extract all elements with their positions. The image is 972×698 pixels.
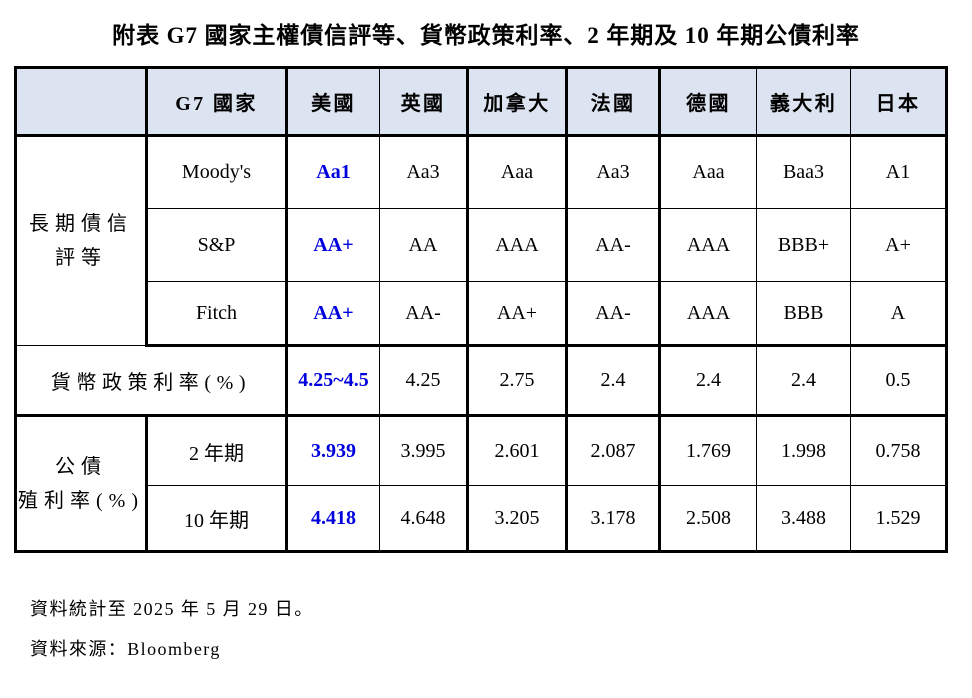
yield-10y-row: 10 年期 4.418 4.648 3.205 3.178 2.508 3.48… [16, 485, 947, 552]
rating-section-label-line1: 長期債信 [29, 213, 133, 235]
header-country-japan: 日本 [850, 67, 947, 137]
yield-cell-us: 4.418 [286, 485, 380, 552]
rating-cell-japan: A [850, 281, 947, 347]
yield-cell-germany: 1.769 [659, 415, 757, 486]
header-country-uk: 英國 [379, 67, 469, 137]
yield-cell-italy: 3.488 [756, 485, 851, 552]
policy-rate-cell-canada: 2.75 [467, 345, 568, 417]
header-country-germany: 德國 [659, 67, 757, 137]
rating-cell-canada: Aaa [467, 135, 568, 209]
rating-cell-uk: AA [379, 208, 469, 282]
policy-rate-cell-japan: 0.5 [850, 345, 947, 417]
yield-cell-france: 3.178 [566, 485, 661, 552]
moodys-row: 長期債信 評等 Moody's Aa1 Aa3 Aaa Aa3 Aaa Baa3… [15, 135, 947, 346]
policy-rate-row: 貨幣政策利率(%) 4.25~4.5 4.25 2.75 2.4 2.4 2.4… [15, 345, 947, 417]
rating-cell-uk: Aa3 [379, 135, 469, 209]
policy-rate-cell-us: 4.25~4.5 [286, 345, 380, 417]
rating-cell-uk: AA- [379, 281, 469, 347]
rating-cell-italy: BBB [756, 281, 851, 347]
yield-cell-canada: 2.601 [467, 415, 568, 486]
yield-cell-japan: 1.529 [850, 485, 947, 552]
rating-cell-italy: Baa3 [756, 135, 851, 209]
header-row: G7 國家 美國 英國 加拿大 法國 德國 義大利 日本 [15, 67, 947, 137]
rating-cell-us: AA+ [286, 208, 380, 282]
rating-cell-france: AA- [566, 208, 661, 282]
header-group-label: G7 國家 [146, 67, 288, 137]
header-country-france: 法國 [566, 67, 661, 137]
yield-cell-uk: 4.648 [379, 485, 469, 552]
rating-section-label: 長期債信 評等 [15, 135, 148, 346]
header-country-us: 美國 [286, 67, 380, 137]
header-corner-cell [15, 67, 148, 137]
agency-label-moodys: Moody's [146, 135, 288, 209]
tenor-label-2y: 2 年期 [146, 415, 288, 486]
policy-rate-cell-germany: 2.4 [659, 345, 757, 417]
rating-cell-japan: A+ [850, 208, 947, 282]
yield-cell-japan: 0.758 [850, 415, 947, 486]
yield-cell-us: 3.939 [286, 415, 380, 486]
rating-cell-italy: BBB+ [756, 208, 851, 282]
yield-cell-germany: 2.508 [659, 485, 757, 552]
header-country-canada: 加拿大 [467, 67, 568, 137]
footer-notes: 資料統計至 2025 年 5 月 29 日。 資料來源：Bloomberg [30, 595, 972, 661]
footer-date-note: 資料統計至 2025 年 5 月 29 日。 [30, 599, 314, 619]
header-country-italy: 義大利 [756, 67, 851, 137]
policy-rate-label: 貨幣政策利率(%) [15, 345, 288, 417]
yield-cell-canada: 3.205 [467, 485, 568, 552]
rating-cell-us: Aa1 [286, 135, 380, 209]
rating-cell-germany: AAA [659, 208, 757, 282]
agency-label-sp: S&P [146, 208, 288, 282]
sp-row: S&P AA+ AA AAA AA- AAA BBB+ A+ [16, 208, 947, 282]
rating-section-label-line2: 評等 [55, 247, 107, 269]
yield-cell-italy: 1.998 [756, 415, 851, 486]
policy-rate-cell-uk: 4.25 [379, 345, 469, 417]
rating-cell-france: Aa3 [566, 135, 661, 209]
bond-yield-label-line1: 公債 [55, 455, 107, 478]
yield-cell-france: 2.087 [566, 415, 661, 486]
agency-label-fitch: Fitch [146, 281, 288, 347]
footer-source-note: 資料來源：Bloomberg [30, 639, 221, 659]
bond-yield-label-line2: 殖利率(%) [18, 489, 144, 512]
rating-cell-japan: A1 [850, 135, 947, 209]
bond-yield-label: 公債 殖利率(%) [15, 415, 148, 552]
rating-cell-canada: AAA [467, 208, 568, 282]
fitch-row: Fitch AA+ AA- AA+ AA- AAA BBB A [16, 281, 947, 347]
policy-rate-cell-france: 2.4 [566, 345, 661, 417]
g7-table: G7 國家 美國 英國 加拿大 法國 德國 義大利 日本 長期債信 評等 Moo… [14, 66, 948, 553]
rating-cell-us: AA+ [286, 281, 380, 347]
rating-cell-canada: AA+ [467, 281, 568, 347]
tenor-label-10y: 10 年期 [146, 485, 288, 552]
yield-cell-uk: 3.995 [379, 415, 469, 486]
rating-cell-france: AA- [566, 281, 661, 347]
rating-cell-germany: AAA [659, 281, 757, 347]
rating-cell-germany: Aaa [659, 135, 757, 209]
policy-rate-cell-italy: 2.4 [756, 345, 851, 417]
page-title: 附表 G7 國家主權債信評等、貨幣政策利率、2 年期及 10 年期公債利率 [112, 23, 860, 48]
yield-2y-row: 公債 殖利率(%) 2 年期 3.939 3.995 2.601 2.087 1… [15, 415, 947, 552]
